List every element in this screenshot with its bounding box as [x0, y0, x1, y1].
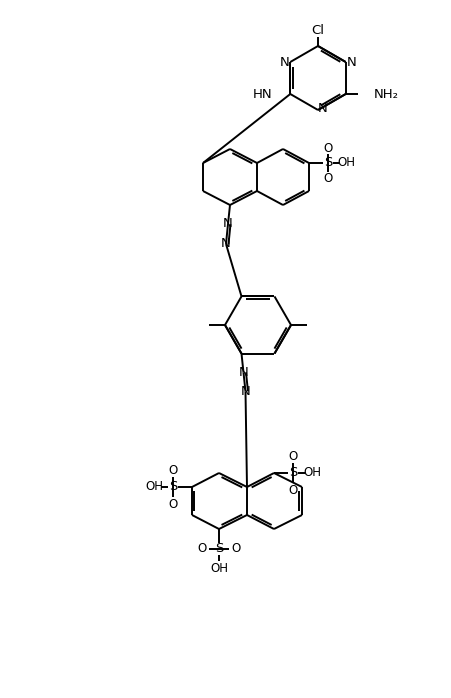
Text: O: O — [322, 142, 332, 154]
Text: Cl: Cl — [311, 24, 324, 36]
Text: O: O — [168, 498, 177, 510]
Text: N: N — [240, 385, 250, 398]
Text: S: S — [214, 542, 223, 556]
Text: N: N — [346, 57, 356, 70]
Text: HN: HN — [252, 89, 272, 101]
Text: N: N — [221, 237, 230, 251]
Text: O: O — [197, 542, 206, 556]
Text: N: N — [223, 218, 232, 230]
Text: OH: OH — [336, 156, 354, 170]
Text: OH: OH — [210, 561, 227, 574]
Text: S: S — [168, 480, 177, 493]
Text: N: N — [279, 57, 289, 70]
Text: O: O — [231, 542, 240, 556]
Text: NH₂: NH₂ — [373, 87, 398, 101]
Text: O: O — [288, 484, 297, 496]
Text: OH: OH — [302, 466, 320, 480]
Text: S: S — [323, 156, 331, 170]
Text: O: O — [322, 172, 332, 184]
Text: S: S — [288, 466, 296, 480]
Text: N: N — [238, 366, 248, 379]
Text: O: O — [288, 450, 297, 463]
Text: O: O — [168, 463, 177, 477]
Text: N: N — [318, 103, 327, 115]
Text: OH: OH — [145, 480, 163, 493]
